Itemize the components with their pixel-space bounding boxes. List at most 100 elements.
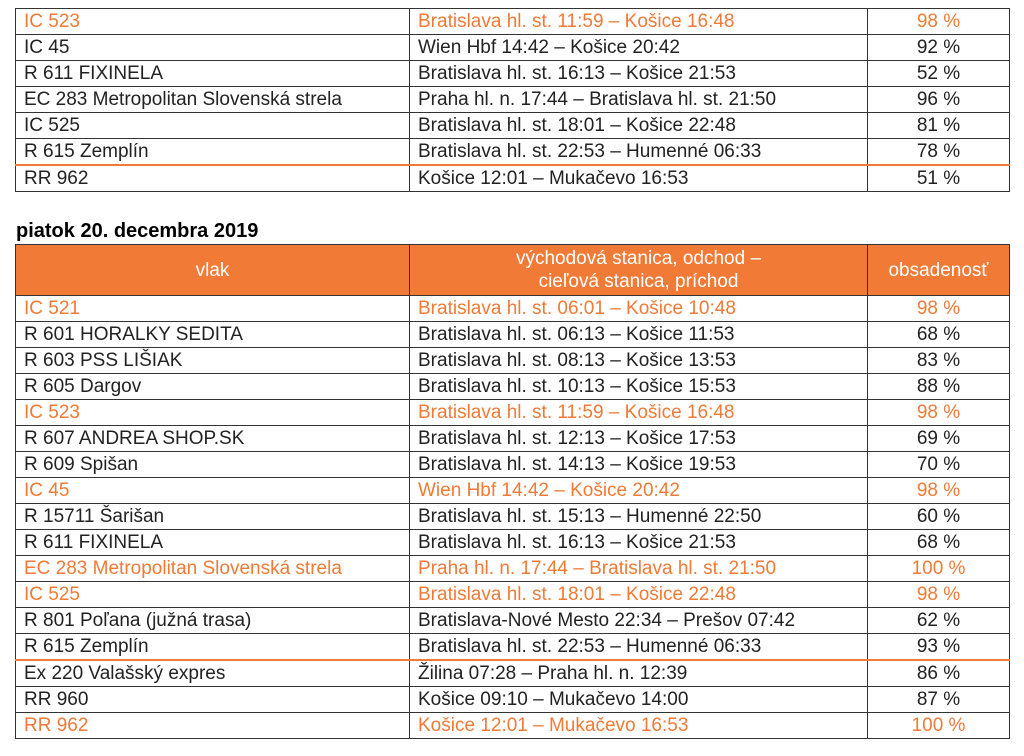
table-row: Ex 220 Valašský expres Žilina 07:28 – Pra… [15, 659, 1010, 687]
table-row: R 603 PSS LIŠIAK Bratislava hl. st. 08:13… [15, 347, 1010, 374]
table-row: EC 283 Metropolitan Slovenská strela Prah… [15, 555, 1010, 582]
header-train: vlak [15, 244, 410, 296]
cell-route: Bratislava hl. st. 11:59 – Košice 16:48 [409, 399, 868, 426]
table-header: vlak východová stanica, odchod – cieľová… [15, 244, 1010, 296]
cell-occupancy: 98 % [867, 477, 1010, 504]
cell-route: Bratislava hl. st. 15:13 – Humenné 22:50 [409, 503, 868, 530]
cell-train: RR 962 [15, 164, 410, 192]
cell-route: Bratislava hl. st. 11:59 – Košice 16:48 [409, 8, 868, 35]
cell-train: R 605 Dargov [15, 373, 410, 400]
cell-train: R 615 Zemplín [15, 633, 410, 661]
cell-route: Bratislava hl. st. 22:53 – Humenné 06:33 [409, 138, 868, 166]
table-row: IC 45 Wien Hbf 14:42 – Košice 20:42 98 % [15, 477, 1010, 504]
cell-train: R 601 HORALKY SEDITA [15, 321, 410, 348]
cell-route: Bratislava hl. st. 06:13 – Košice 11:53 [409, 321, 868, 348]
cell-train: R 611 FIXINELA [15, 60, 410, 87]
cell-occupancy: 98 % [867, 399, 1010, 426]
cell-occupancy: 96 % [867, 86, 1010, 113]
table-row: IC 521 Bratislava hl. st. 06:01 – Košice … [15, 295, 1010, 322]
table-row: R 605 Dargov Bratislava hl. st. 10:13 – K… [15, 373, 1010, 400]
cell-occupancy: 78 % [867, 138, 1010, 166]
table-row: R 801 Poľana (južná trasa) Bratislava-Nov… [15, 607, 1010, 634]
table-row: IC 45 Wien Hbf 14:42 – Košice 20:42 92 % [15, 34, 1010, 61]
cell-route: Bratislava hl. st. 14:13 – Košice 19:53 [409, 451, 868, 478]
table-row: EC 283 Metropolitan Slovenská strela Prah… [15, 86, 1010, 113]
cell-route: Wien Hbf 14:42 – Košice 20:42 [409, 34, 868, 61]
cell-route: Bratislava hl. st. 16:13 – Košice 21:53 [409, 60, 868, 87]
cell-occupancy: 81 % [867, 112, 1010, 139]
table-row: IC 523 Bratislava hl. st. 11:59 – Košice … [15, 399, 1010, 426]
occupancy-table-previous-day: IC 523 Bratislava hl. st. 11:59 – Košice … [15, 8, 1010, 192]
table-row: IC 525 Bratislava hl. st. 18:01 – Košice … [15, 581, 1010, 608]
cell-train: EC 283 Metropolitan Slovenská strela [15, 555, 410, 582]
cell-occupancy: 62 % [867, 607, 1010, 634]
header-occupancy: obsadenosť [867, 244, 1010, 296]
cell-train: RR 960 [15, 686, 410, 713]
cell-train: R 15711 Šarišan [15, 503, 410, 530]
cell-route: Bratislava hl. st. 22:53 – Humenné 06:33 [409, 633, 868, 661]
header-row: vlak východová stanica, odchod – cieľová… [15, 244, 1010, 296]
cell-route: Bratislava hl. st. 18:01 – Košice 22:48 [409, 112, 868, 139]
table-row: R 615 Zemplín Bratislava hl. st. 22:53 – … [15, 138, 1010, 166]
cell-occupancy: 92 % [867, 34, 1010, 61]
cell-route: Bratislava hl. st. 08:13 – Košice 13:53 [409, 347, 868, 374]
cell-occupancy: 83 % [867, 347, 1010, 374]
table-row: RR 962 Košice 12:01 – Mukačevo 16:53 51 % [15, 164, 1010, 192]
cell-train: R 611 FIXINELA [15, 529, 410, 556]
header-route-line2: cieľová stanica, príchod [538, 271, 739, 292]
header-route-line1: východová stanica, odchod – [515, 248, 762, 269]
cell-occupancy: 98 % [867, 8, 1010, 35]
cell-train: EC 283 Metropolitan Slovenská strela [15, 86, 410, 113]
cell-occupancy: 98 % [867, 295, 1010, 322]
cell-occupancy: 52 % [867, 60, 1010, 87]
cell-occupancy: 86 % [867, 659, 1010, 687]
cell-route: Bratislava-Nové Mesto 22:34 – Prešov 07:… [409, 607, 868, 634]
cell-occupancy: 98 % [867, 581, 1010, 608]
cell-route: Praha hl. n. 17:44 – Bratislava hl. st. … [409, 555, 868, 582]
cell-occupancy: 69 % [867, 425, 1010, 452]
cell-train: R 609 Spišan [15, 451, 410, 478]
header-route: východová stanica, odchod – cieľová stan… [409, 244, 868, 296]
table-row: IC 525 Bratislava hl. st. 18:01 – Košice … [15, 112, 1010, 139]
table-body: IC 523 Bratislava hl. st. 11:59 – Košice … [15, 8, 1010, 192]
cell-occupancy: 68 % [867, 529, 1010, 556]
cell-occupancy: 100 % [867, 712, 1010, 739]
cell-route: Wien Hbf 14:42 – Košice 20:42 [409, 477, 868, 504]
cell-route: Žilina 07:28 – Praha hl. n. 12:39 [409, 659, 868, 687]
cell-route: Košice 09:10 – Mukačevo 14:00 [409, 686, 868, 713]
cell-train: IC 45 [15, 34, 410, 61]
cell-route: Bratislava hl. st. 06:01 – Košice 10:48 [409, 295, 868, 322]
cell-train: IC 523 [15, 399, 410, 426]
cell-occupancy: 100 % [867, 555, 1010, 582]
cell-occupancy: 68 % [867, 321, 1010, 348]
cell-route: Praha hl. n. 17:44 – Bratislava hl. st. … [409, 86, 868, 113]
cell-route: Bratislava hl. st. 10:13 – Košice 15:53 [409, 373, 868, 400]
cell-route: Bratislava hl. st. 16:13 – Košice 21:53 [409, 529, 868, 556]
cell-train: R 801 Poľana (južná trasa) [15, 607, 410, 634]
table-row: RR 962 Košice 12:01 – Mukačevo 16:53 100 % [15, 712, 1010, 739]
cell-train: Ex 220 Valašský expres [15, 659, 410, 687]
occupancy-table-friday: vlak východová stanica, odchod – cieľová… [15, 244, 1010, 739]
cell-train: IC 523 [15, 8, 410, 35]
cell-train: R 607 ANDREA SHOP.SK [15, 425, 410, 452]
cell-occupancy: 93 % [867, 633, 1010, 661]
cell-train: RR 962 [15, 712, 410, 739]
cell-train: IC 525 [15, 581, 410, 608]
table-row: RR 960 Košice 09:10 – Mukačevo 14:00 87 % [15, 686, 1010, 713]
cell-route: Bratislava hl. st. 12:13 – Košice 17:53 [409, 425, 868, 452]
cell-train: IC 521 [15, 295, 410, 322]
cell-train: R 615 Zemplín [15, 138, 410, 166]
cell-route: Košice 12:01 – Mukačevo 16:53 [409, 712, 868, 739]
cell-occupancy: 87 % [867, 686, 1010, 713]
table-body: IC 521 Bratislava hl. st. 06:01 – Košice … [15, 295, 1010, 739]
table-row: R 607 ANDREA SHOP.SK Bratislava hl. st. 1… [15, 425, 1010, 452]
cell-train: IC 525 [15, 112, 410, 139]
cell-route: Bratislava hl. st. 18:01 – Košice 22:48 [409, 581, 868, 608]
table-row: R 609 Spišan Bratislava hl. st. 14:13 – K… [15, 451, 1010, 478]
cell-train: R 603 PSS LIŠIAK [15, 347, 410, 374]
cell-occupancy: 70 % [867, 451, 1010, 478]
table-row: R 615 Zemplín Bratislava hl. st. 22:53 – … [15, 633, 1010, 661]
cell-occupancy: 60 % [867, 503, 1010, 530]
cell-route: Košice 12:01 – Mukačevo 16:53 [409, 164, 868, 192]
table-row: R 601 HORALKY SEDITA Bratislava hl. st. 0… [15, 321, 1010, 348]
